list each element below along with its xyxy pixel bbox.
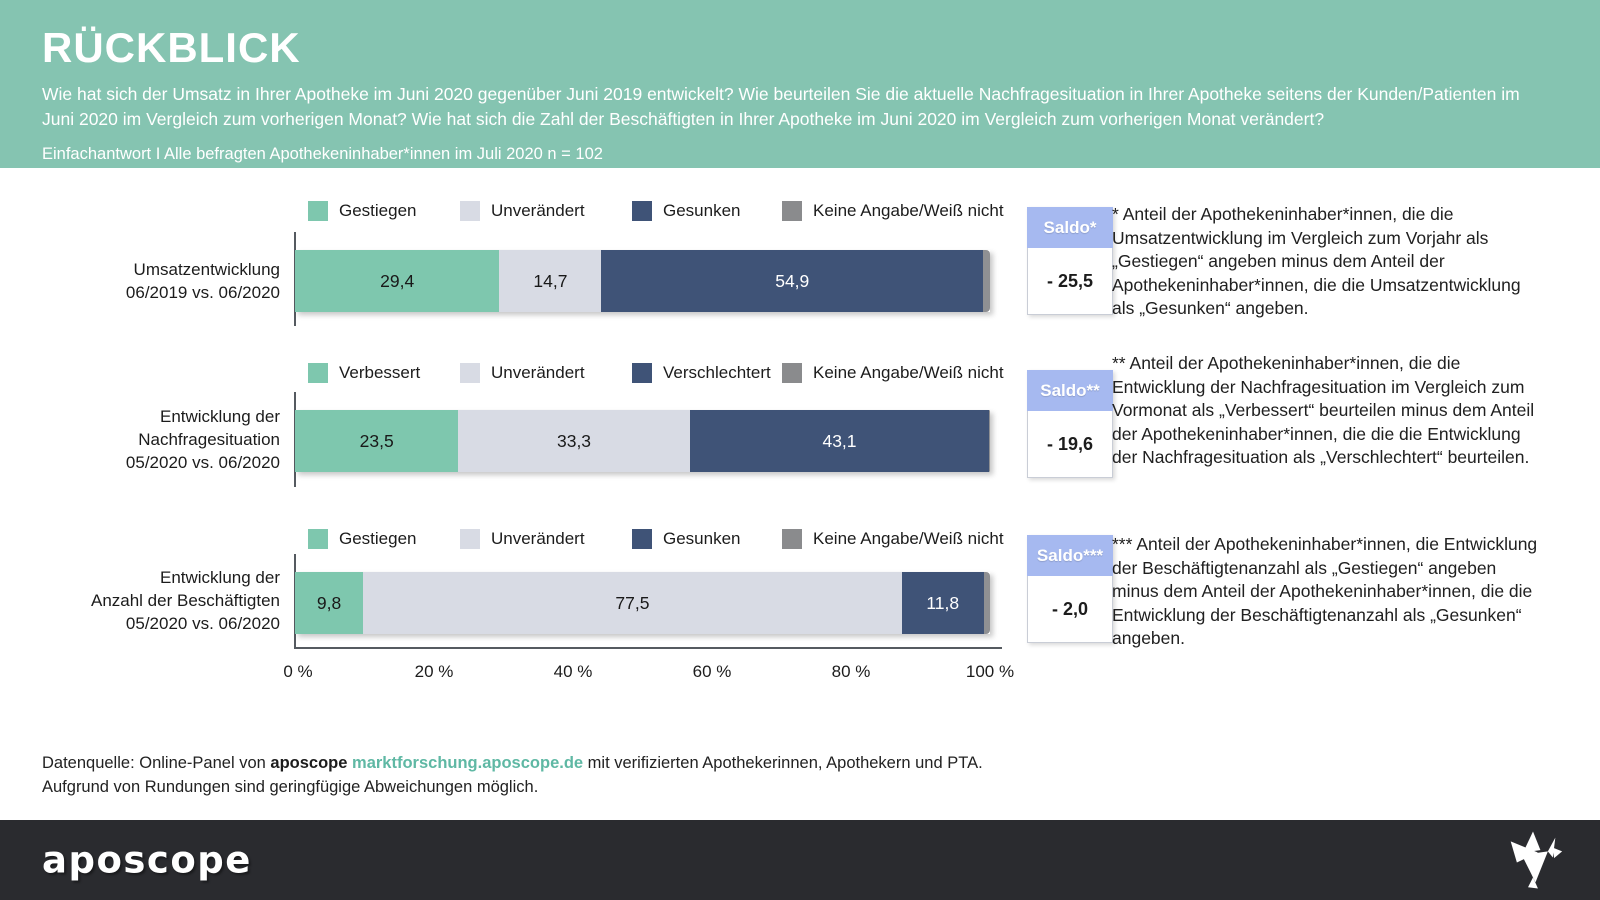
legend-item: Gestiegen — [308, 201, 417, 221]
legend-swatch-no-answer — [782, 363, 802, 383]
annotation-saldo-3: *** Anteil der Apothekeninhaber*innen, d… — [1112, 534, 1538, 648]
bar-segment-no-answer — [983, 572, 990, 634]
legend-swatch-neutral — [460, 529, 480, 549]
stacked-bar-beschaeftigte: 9,8 77,5 11,8 — [295, 572, 990, 634]
legend-item: Unverändert — [460, 529, 585, 549]
legend-label: Gestiegen — [339, 529, 417, 548]
footer-bar: aposcope — [0, 820, 1600, 900]
legend-item: Keine Angabe/Weiß nicht — [782, 529, 1004, 549]
x-axis-line — [294, 647, 1002, 649]
x-tick-0: 0 % — [283, 662, 313, 681]
legend-swatch-neutral — [460, 201, 480, 221]
legend-swatch-positive — [308, 363, 328, 383]
legend-label: Unverändert — [491, 529, 585, 548]
segment-value: 43,1 — [822, 430, 857, 451]
bar-segment-neutral: 14,7 — [499, 250, 602, 312]
bar-segment-positive: 9,8 — [295, 572, 364, 634]
legend-row-3: Gestiegen Unverändert Gesunken Keine Ang… — [295, 529, 1005, 551]
legend-item: Unverändert — [460, 363, 585, 383]
legend-item: Keine Angabe/Weiß nicht — [782, 201, 1004, 221]
saldo-box-1: Saldo* - 25,5 — [1027, 207, 1113, 315]
saldo-box-3: Saldo*** - 2,0 — [1027, 535, 1113, 643]
x-tick-80: 80 % — [831, 662, 871, 681]
saldo-header: Saldo*** — [1027, 535, 1113, 576]
legend-label: Keine Angabe/Weiß nicht — [813, 201, 1004, 220]
x-tick-20: 20 % — [414, 662, 454, 681]
saldo-box-2: Saldo** - 19,6 — [1027, 370, 1113, 478]
bar-segment-neutral: 33,3 — [458, 410, 690, 472]
segment-value: 54,9 — [775, 270, 810, 291]
segment-value: 14,7 — [533, 270, 568, 291]
row-label-umsatzentwicklung: Umsatzentwicklung 06/2019 vs. 06/2020 — [125, 260, 280, 302]
bar-segment-no-answer — [989, 410, 990, 472]
segment-value: 9,8 — [316, 592, 342, 613]
legend-label: Gesunken — [663, 201, 741, 220]
bar-segment-positive: 23,5 — [295, 410, 459, 472]
legend-swatch-positive — [308, 529, 328, 549]
legend-item: Unverändert — [460, 201, 585, 221]
legend-label: Keine Angabe/Weiß nicht — [813, 529, 1004, 548]
legend-label: Unverändert — [491, 201, 585, 220]
legend-item: Verbessert — [308, 363, 420, 383]
row-label-nachfragesituation: Entwicklung der Nachfragesituation 05/20… — [125, 407, 280, 472]
legend-item: Verschlechtert — [632, 363, 771, 383]
x-tick-40: 40 % — [553, 662, 593, 681]
aposcope-logo: aposcope — [42, 838, 252, 882]
annotation-saldo-2: ** Anteil der Apothekeninhaber*innen, di… — [1112, 353, 1535, 467]
legend-label: Gesunken — [663, 529, 741, 548]
source-footnote: Datenquelle: Online-Panel von aposcope m… — [42, 751, 983, 799]
page-title: RÜCKBLICK — [42, 24, 301, 71]
row-label-beschaeftigte: Entwicklung der Anzahl der Beschäftigten… — [90, 568, 280, 633]
legend-item: Keine Angabe/Weiß nicht — [782, 363, 1004, 383]
legend-row-1: Gestiegen Unverändert Gesunken Keine Ang… — [295, 201, 1005, 223]
saldo-header: Saldo* — [1027, 207, 1113, 248]
bar-segment-neutral: 77,5 — [363, 572, 902, 634]
source-line-2: Aufgrund von Rundungen sind geringfügige… — [42, 778, 539, 796]
legend-swatch-negative — [632, 363, 652, 383]
legend-item: Gestiegen — [308, 529, 417, 549]
legend-label: Gestiegen — [339, 201, 417, 220]
segment-value: 77,5 — [615, 592, 650, 613]
legend-label: Keine Angabe/Weiß nicht — [813, 363, 1004, 382]
brand-name: aposcope — [270, 754, 348, 772]
sample-note: Einfachantwort I Alle befragten Apotheke… — [42, 144, 603, 163]
saldo-value: - 2,0 — [1027, 576, 1113, 643]
survey-question-text: Wie hat sich der Umsatz in Ihrer Apothek… — [42, 84, 1520, 129]
bar-segment-negative: 43,1 — [689, 410, 990, 472]
legend-row-2: Verbessert Unverändert Verschlechtert Ke… — [295, 363, 1005, 385]
saldo-header: Saldo** — [1027, 370, 1113, 411]
legend-swatch-neutral — [460, 363, 480, 383]
legend-swatch-negative — [632, 201, 652, 221]
legend-swatch-no-answer — [782, 529, 802, 549]
legend-swatch-negative — [632, 529, 652, 549]
segment-value: 23,5 — [359, 430, 394, 451]
annotation-saldo-1: * Anteil der Apothekeninhaber*innen, die… — [1112, 204, 1521, 318]
segment-value: 33,3 — [556, 430, 592, 451]
legend-label: Verbessert — [339, 363, 421, 382]
bar-segment-negative: 54,9 — [601, 250, 984, 312]
legend-label: Verschlechtert — [663, 363, 771, 382]
segment-value: 29,4 — [380, 270, 415, 291]
stacked-bar-nachfrage: 23,5 33,3 43,1 — [295, 410, 990, 472]
source-link[interactable]: marktforschung.aposcope.de — [352, 754, 584, 772]
legend-swatch-positive — [308, 201, 328, 221]
legend-item: Gesunken — [632, 529, 741, 549]
x-tick-100: 100 % — [965, 662, 1015, 681]
legend-label: Unverändert — [491, 363, 585, 382]
bar-segment-positive: 29,4 — [295, 250, 500, 312]
x-tick-60: 60 % — [692, 662, 732, 681]
saldo-value: - 25,5 — [1027, 248, 1113, 315]
source-line-1: Datenquelle: Online-Panel von aposcope m… — [42, 754, 983, 772]
saldo-value: - 19,6 — [1027, 411, 1113, 478]
bar-segment-negative: 11,8 — [901, 572, 984, 634]
segment-value: 11,8 — [926, 592, 960, 613]
bar-segment-no-answer — [983, 250, 990, 312]
hero-header: RÜCKBLICK Wie hat sich der Umsatz in Ihr… — [0, 0, 1600, 168]
stacked-bar-umsatz: 29,4 14,7 54,9 — [295, 250, 990, 312]
legend-item: Gesunken — [632, 201, 741, 221]
legend-swatch-no-answer — [782, 201, 802, 221]
origami-bird-icon — [1510, 831, 1563, 889]
